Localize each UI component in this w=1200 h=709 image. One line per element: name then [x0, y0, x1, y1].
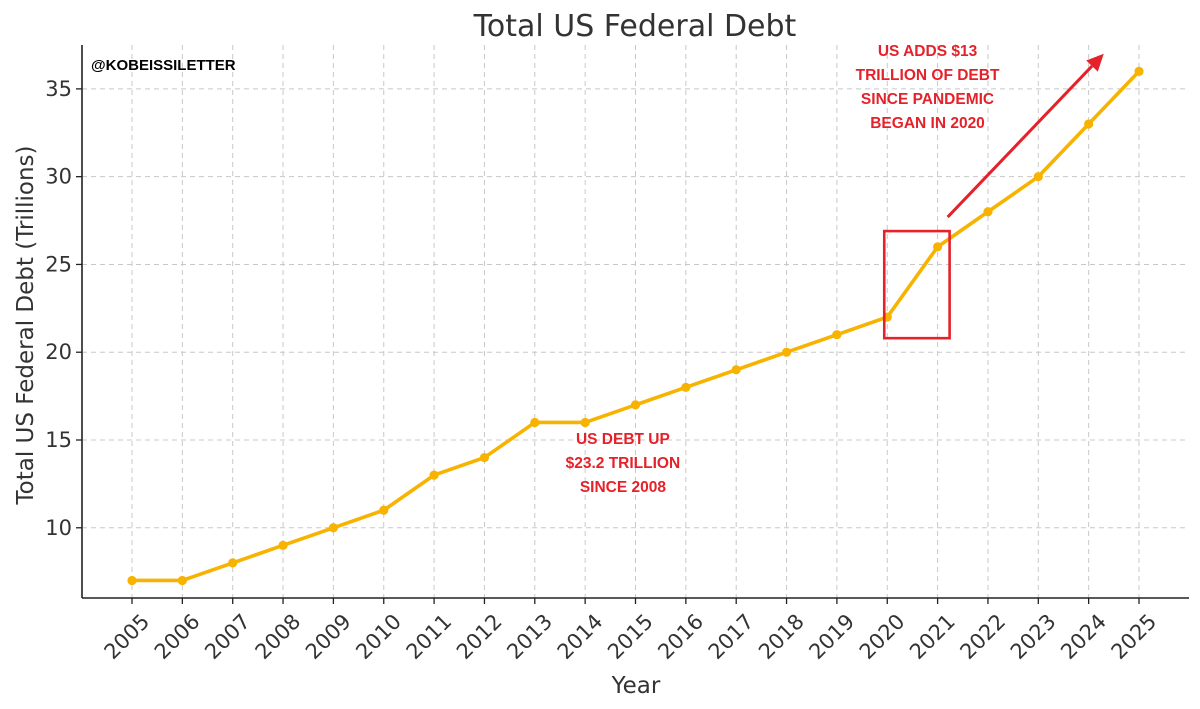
data-point-2011: [429, 470, 439, 480]
data-point-2013: [530, 417, 540, 428]
x-tick-label: 2007: [200, 609, 255, 664]
x-tick-label: 2022: [955, 609, 1010, 664]
x-tick-label: 2006: [150, 609, 205, 664]
y-tick-label: 35: [45, 77, 72, 101]
data-point-2014: [580, 417, 590, 428]
data-point-2015: [630, 400, 641, 410]
y-tick-label: 25: [45, 252, 72, 276]
grid-layer: [82, 45, 1189, 598]
chart-title: Total US Federal Debt: [473, 9, 797, 44]
y-tick-label: 10: [45, 516, 72, 540]
x-tick-label: 2021: [905, 609, 960, 664]
x-tick-label: 2014: [553, 609, 608, 664]
watermark: @KOBEISSILETTER: [91, 57, 236, 74]
x-axis-label: Year: [611, 673, 661, 699]
pandemic-annotation-line: BEGAN IN 2020: [870, 115, 985, 132]
x-tick-label: 2019: [804, 609, 859, 664]
data-point-2007: [228, 558, 238, 568]
pandemic-annotation-line: TRILLION OF DEBT: [856, 67, 1000, 84]
x-tick-label: 2017: [704, 609, 759, 664]
series-layer: [127, 66, 1144, 586]
data-point-2009: [328, 523, 338, 533]
since-2008-annotation-line: $23.2 TRILLION: [566, 455, 681, 472]
y-axis-label: Total US Federal Debt (Trillions): [13, 146, 39, 506]
annotation-layer: US ADDS $13 TRILLION OF DEBT SINCE PANDEMI…: [566, 43, 1000, 496]
data-point-2017: [731, 365, 741, 375]
data-point-2010: [379, 505, 389, 515]
data-point-2024: [1084, 119, 1094, 129]
data-point-2016: [681, 382, 691, 392]
highlight-box: [882, 229, 951, 340]
y-tick-label: 30: [45, 165, 72, 189]
x-tick-label: 2012: [452, 609, 507, 664]
trend-arrow-shaft: [946, 65, 1094, 219]
pandemic-annotation-line: US ADDS $13: [878, 43, 978, 60]
x-tick-label: 2009: [301, 609, 356, 664]
data-point-2021: [933, 242, 943, 252]
x-tick-label: 2024: [1056, 609, 1111, 664]
x-tick-label: 2010: [351, 609, 406, 664]
data-point-2022: [983, 207, 993, 217]
x-tick-label: 2023: [1006, 609, 1061, 664]
x-tick-label: 2005: [100, 609, 155, 664]
since-2008-annotation: US DEBT UP $23.2 TRILLION SINCE 2008: [566, 431, 681, 496]
x-tick-label: 2020: [855, 609, 910, 664]
trend-arrow-head: [1086, 53, 1104, 72]
data-point-2025: [1134, 66, 1144, 76]
data-point-2005: [127, 575, 137, 586]
highlight-layer: [882, 53, 1104, 340]
y-tick-label: 15: [45, 428, 72, 452]
data-point-2018: [781, 347, 792, 357]
x-tick-label: 2013: [502, 609, 557, 664]
pandemic-annotation: US ADDS $13 TRILLION OF DEBT SINCE PANDEMI…: [856, 43, 1000, 132]
x-tick-label: 2015: [603, 609, 658, 664]
since-2008-annotation-line: SINCE 2008: [580, 479, 667, 496]
x-tick-label: 2008: [251, 609, 306, 664]
x-tick-label: 2016: [653, 609, 708, 664]
data-point-2006: [177, 575, 187, 586]
data-point-2023: [1033, 172, 1043, 182]
pandemic-annotation-line: SINCE PANDEMIC: [861, 91, 994, 108]
x-tick-label: 2025: [1107, 609, 1162, 664]
data-point-2012: [479, 452, 490, 463]
tick-layer: 1015202530352005200620072008200920102011…: [45, 77, 1161, 664]
x-tick-label: 2011: [402, 609, 457, 664]
data-point-2019: [832, 330, 842, 340]
data-point-2008: [278, 540, 288, 550]
y-tick-label: 20: [45, 340, 72, 364]
x-tick-label: 2018: [754, 609, 809, 664]
since-2008-annotation-line: US DEBT UP: [576, 431, 670, 448]
